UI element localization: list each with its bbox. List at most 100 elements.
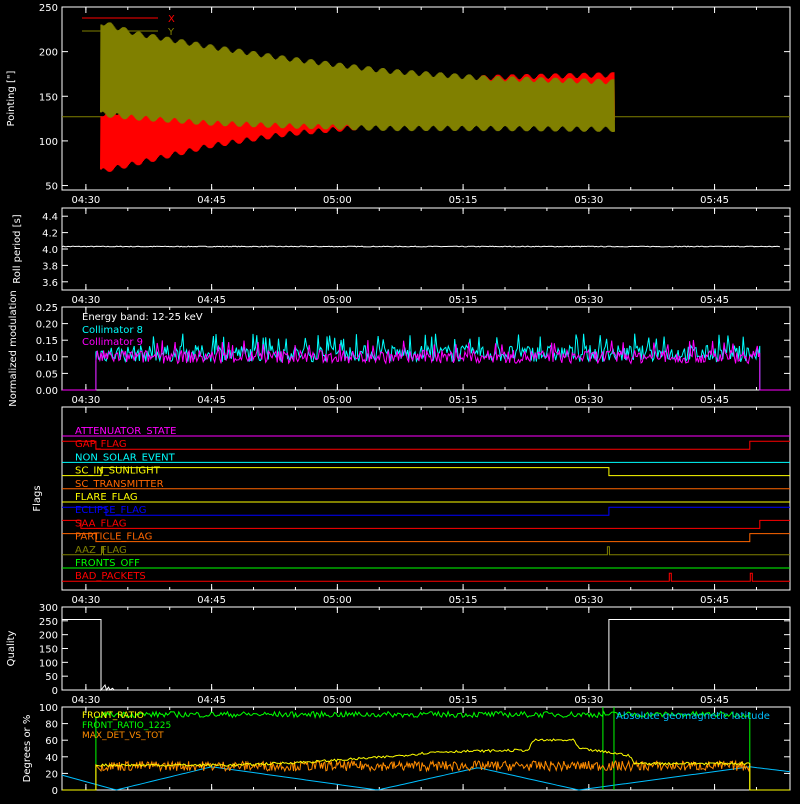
- y-tick-label: 50: [45, 182, 58, 193]
- x-tick-label: 05:15: [449, 295, 478, 306]
- y-tick-label: 20: [45, 769, 58, 780]
- x-tick-label: 05:45: [700, 195, 729, 206]
- flag-line: [62, 519, 790, 529]
- flag-line: [62, 440, 790, 450]
- panel-6: 0 20 40 60 80 100 Degrees or % FRONT_RATIOFRONT…: [22, 703, 791, 797]
- panel-2: 04:30 04:45 05:00 05:15 05:30 05:45 3.6 3.8 4.0 4…: [12, 207, 791, 306]
- x-tick-label: 05:15: [449, 195, 478, 206]
- panel-1: 04:30 04:45 05:00 05:15 05:30 05:45 50 100 150 20…: [6, 3, 791, 206]
- x-tick-label: 05:45: [700, 295, 729, 306]
- plot-frame: [61, 207, 791, 291]
- x-tick-label: 05:30: [574, 195, 603, 206]
- y-axis-label: Quality: [6, 631, 17, 667]
- x-tick-label: 04:45: [197, 295, 226, 306]
- front-ratio-line: [62, 738, 790, 791]
- flag-label: ATTENUATOR_STATE: [75, 426, 176, 437]
- flag-label: SAA_FLAG: [75, 518, 126, 529]
- front-ratio-1225-line: [62, 710, 790, 791]
- flag-label: NON_SOLAR_EVENT: [75, 452, 176, 463]
- legend-label-x: X: [168, 14, 175, 25]
- y-tick-label: 3.8: [42, 261, 58, 272]
- y-tick-label: 3.6: [42, 278, 58, 289]
- x-tick-label: 05:00: [323, 195, 352, 206]
- x-tick-label: 05:45: [700, 695, 729, 706]
- legend-label-collimator: Collimator 9: [82, 337, 143, 348]
- panel-5: 04:30 04:45 05:00 05:15 05:30 05:45 0 50 100 150 2…: [6, 603, 791, 706]
- x-tick-label: 04:30: [71, 395, 100, 406]
- y-tick-label: 60: [45, 736, 58, 747]
- y-tick-label: 150: [39, 645, 58, 656]
- y-tick-label: 100: [39, 658, 58, 669]
- y-tick-label: 200: [39, 48, 58, 59]
- energy-band-annotation: Energy band: 12-25 keV: [82, 312, 203, 323]
- y-tick-label: 0: [52, 786, 58, 797]
- legend-label: FRONT_RATIO_1225: [82, 721, 171, 731]
- flag-label: SC_TRANSMITTER: [75, 479, 164, 490]
- y-axis-label: Roll period [s]: [12, 214, 23, 283]
- x-tick-label: 05:15: [449, 595, 478, 606]
- y-tick-label: 50: [45, 672, 58, 683]
- legend-label-collimator: Collimator 8: [82, 325, 143, 336]
- x-tick-label: 04:30: [71, 195, 100, 206]
- x-tick-label: 05:30: [574, 695, 603, 706]
- y-tick-label: 4.4: [42, 212, 58, 223]
- flag-label: AAZ_FLAG: [75, 545, 127, 556]
- flag-label: SC_IN_SUNLIGHT: [75, 466, 161, 477]
- legend-label-y: Y: [167, 27, 175, 38]
- y-tick-label: 4.2: [42, 229, 58, 240]
- plot-frame: [61, 406, 791, 591]
- panel-4: 04:30 04:45 05:00 05:15 05:30 05:45 Flags ATTEN…: [32, 406, 791, 606]
- x-tick-label: 05:00: [323, 695, 352, 706]
- x-tick-label: 04:45: [197, 695, 226, 706]
- panel-3: 04:30 04:45 05:00 05:15 05:30 05:45 0.00 0.05 0.…: [8, 290, 791, 407]
- y-axis-label: Flags: [32, 485, 43, 511]
- plot-frame: [61, 706, 791, 791]
- y-tick-label: 0.25: [36, 303, 58, 314]
- quality-line: [62, 619, 790, 692]
- y-tick-label: 0: [52, 686, 58, 697]
- y-tick-label: 0.00: [36, 386, 58, 397]
- x-tick-label: 04:30: [71, 295, 100, 306]
- y-tick-label: 100: [39, 703, 58, 714]
- roll-period-line: [61, 245, 780, 248]
- series-line-y: [100, 22, 615, 133]
- flag-label: ECLIPSE_FLAG: [75, 505, 146, 516]
- y-tick-label: 300: [39, 603, 58, 614]
- y-tick-label: 80: [45, 720, 58, 731]
- flag-label: GAP_FLAG: [75, 439, 127, 450]
- flag-label: FLARE_FLAG: [75, 492, 138, 503]
- y-tick-label: 0.05: [36, 369, 58, 380]
- modulation-line-8: [62, 333, 790, 391]
- y-tick-label: 200: [39, 631, 58, 642]
- x-tick-label: 04:45: [197, 395, 226, 406]
- x-tick-label: 04:45: [197, 195, 226, 206]
- legend-label: FRONT_RATIO: [82, 711, 144, 721]
- y-tick-label: 150: [39, 92, 58, 103]
- plot-frame: [61, 306, 791, 391]
- y-tick-label: 40: [45, 753, 58, 764]
- flag-line: [62, 467, 790, 477]
- y-axis-label: Normalized modulation: [8, 290, 19, 407]
- y-tick-label: 0.10: [36, 353, 58, 364]
- x-tick-label: 04:30: [71, 595, 100, 606]
- x-tick-label: 05:45: [700, 595, 729, 606]
- x-tick-label: 05:00: [323, 295, 352, 306]
- x-tick-label: 05:00: [323, 595, 352, 606]
- x-tick-label: 04:45: [197, 595, 226, 606]
- y-tick-label: 0.20: [36, 320, 58, 331]
- legend-label: MAX_DET_VS_TOT: [82, 731, 164, 741]
- x-tick-label: 05:30: [574, 295, 603, 306]
- y-tick-label: 250: [39, 617, 58, 628]
- x-tick-label: 05:30: [574, 595, 603, 606]
- x-tick-label: 05:15: [449, 695, 478, 706]
- x-tick-label: 05:00: [323, 395, 352, 406]
- y-tick-label: 100: [39, 137, 58, 148]
- y-tick-label: 250: [39, 3, 58, 14]
- flag-label: PARTICLE_FLAG: [75, 532, 152, 543]
- flag-label: FRONTS_OFF: [75, 558, 140, 569]
- flag-label: BAD_PACKETS: [75, 571, 146, 582]
- flag-line: [62, 533, 790, 543]
- legend-label-latitude: Absolute geomagnetic latitude: [616, 711, 770, 722]
